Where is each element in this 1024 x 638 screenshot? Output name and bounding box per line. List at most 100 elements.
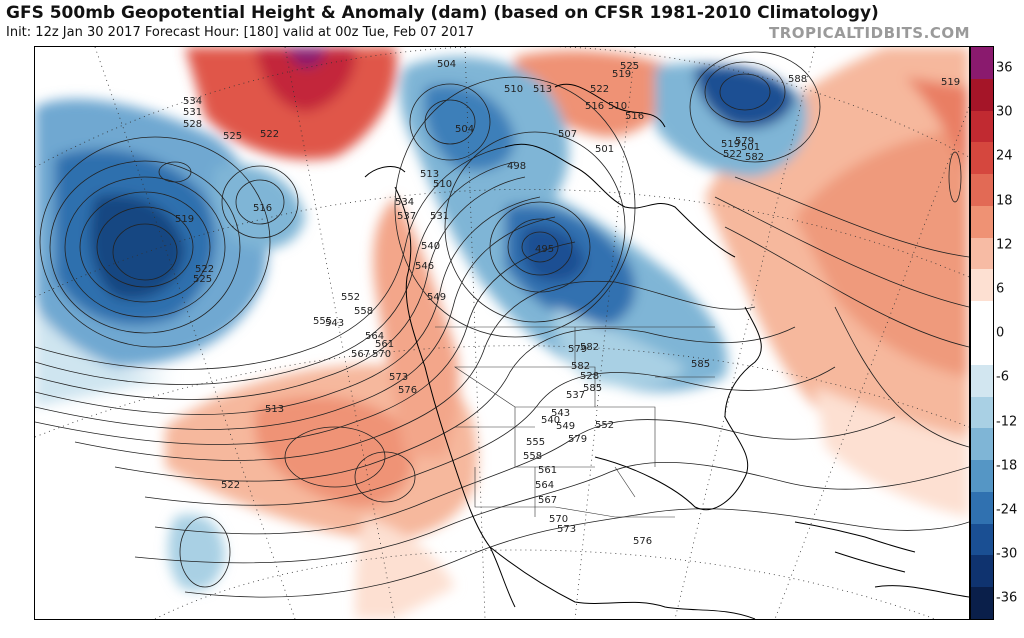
contour-label: 501 — [741, 142, 760, 153]
colorbar-segment — [971, 396, 993, 429]
contour-label: 558 — [523, 451, 542, 462]
colorbar-tick-label: 0 — [996, 325, 1005, 341]
colorbar-segment — [971, 47, 993, 80]
contour-label: 582 — [745, 152, 764, 163]
colorbar-tick-label: 30 — [996, 104, 1013, 120]
contour-label: 522 — [260, 129, 279, 140]
brand-watermark: TROPICALTIDBITS.COM — [769, 24, 970, 42]
contour-label: 516 — [585, 101, 604, 112]
contour-label: 546 — [415, 261, 434, 272]
colorbar-segment — [971, 555, 993, 588]
contour-label: 567 — [351, 349, 370, 360]
page-title: GFS 500mb Geopotential Height & Anomaly … — [6, 3, 879, 23]
contour-label: 525 — [223, 131, 242, 142]
contour-label: 549 — [556, 421, 575, 432]
contour-label: 531 — [430, 211, 449, 222]
contour-label: 576 — [633, 536, 652, 547]
contour-label: 561 — [375, 339, 394, 350]
contour-label: 510 — [504, 84, 523, 95]
contour-label: 528 — [580, 371, 599, 382]
contour-label: 513 — [420, 169, 439, 180]
anomaly-shading — [35, 47, 969, 619]
contour-label: 579 — [735, 136, 754, 147]
contour-label: 531 — [183, 107, 202, 118]
contour-label: 585 — [583, 383, 602, 394]
contour-label: 534 — [183, 96, 202, 107]
colorbar-segment — [971, 333, 993, 366]
colorbar-segment — [971, 587, 993, 620]
contour-label: 561 — [538, 465, 557, 476]
contour-label: 540 — [421, 241, 440, 252]
contour-label: 498 — [507, 161, 526, 172]
colorbar-tick-label: -36 — [996, 590, 1018, 606]
contour-label: 528 — [183, 119, 202, 130]
contour-label: 522 — [221, 480, 240, 491]
contour-label: 579 — [568, 344, 587, 355]
colorbar-tick-label: 6 — [996, 281, 1005, 297]
colorbar-segment — [971, 237, 993, 270]
colorbar-segment — [971, 269, 993, 302]
contour-label: 567 — [538, 495, 557, 506]
political-borders — [435, 326, 715, 518]
contour-label: 519 — [175, 214, 194, 225]
colorbar-tick-label: -18 — [996, 458, 1018, 474]
contour-label: 543 — [325, 318, 344, 329]
contour-label: 507 — [558, 129, 577, 140]
colorbar-tick-label: 36 — [996, 60, 1013, 76]
colorbar-segment — [971, 142, 993, 175]
contour-label: 495 — [535, 244, 554, 255]
colorbar-tick-label: -6 — [996, 369, 1009, 385]
colorbar-segment — [971, 78, 993, 112]
contour-label: 516 — [625, 111, 644, 122]
colorbar-segment — [971, 110, 993, 143]
colorbar-tick-label: -30 — [996, 546, 1018, 562]
colorbar-labels: 36 30 24 18 12 6 0 -6 -12 -18 -24 -30 -36 — [994, 46, 1024, 618]
init-valid-info: Init: 12z Jan 30 2017 Forecast Hour: [18… — [6, 25, 475, 40]
contour-label: 570 — [549, 514, 568, 525]
contour-label: 501 — [595, 144, 614, 155]
contour-label: 576 — [398, 385, 417, 396]
contour-label: 516 — [253, 203, 272, 214]
contour-label: 570 — [372, 349, 391, 360]
contour-label: 555 — [526, 437, 545, 448]
contour-label: 573 — [389, 372, 408, 383]
contour-label: 585 — [691, 359, 710, 370]
contour-label: 537 — [397, 211, 416, 222]
contour-label: 522 — [723, 149, 742, 160]
coastlines — [364, 83, 969, 619]
colorbar-tick-label: 24 — [996, 148, 1013, 164]
contour-label: 522 — [590, 84, 609, 95]
contour-label: 582 — [571, 361, 590, 372]
contour-label: 579 — [568, 434, 587, 445]
contour-label: 555 — [313, 316, 332, 327]
colorbar-segment — [971, 205, 993, 239]
colorbar-segment — [971, 523, 993, 556]
contour-label: 510 — [608, 101, 627, 112]
colorbar-segment — [971, 491, 993, 525]
colorbar-tick-label: -24 — [996, 502, 1018, 518]
contour-label: 552 — [341, 292, 360, 303]
contour-label: 588 — [788, 74, 807, 85]
colorbar-segment — [971, 428, 993, 461]
contour-label: 504 — [437, 59, 456, 70]
contour-label: 522 — [195, 264, 214, 275]
contour-label: 552 — [595, 420, 614, 431]
colorbar-tick-label: 12 — [996, 237, 1013, 253]
contour-label: 543 — [551, 408, 570, 419]
height-contours — [35, 51, 969, 598]
contour-label: 564 — [535, 480, 554, 491]
contour-label: 582 — [580, 342, 599, 353]
colorbar-segment — [971, 364, 993, 398]
colorbar-segment — [971, 301, 993, 334]
contour-label: 549 — [427, 292, 446, 303]
colorbar-segment — [971, 460, 993, 493]
contour-label: 519 — [941, 77, 960, 88]
anomaly-map: 534 531 528 525 522 519 516 525 522 513 510 504 507 5… — [34, 46, 970, 620]
contour-label: 519 — [612, 69, 631, 80]
colorbar-tick-label: -12 — [996, 414, 1018, 430]
graticule — [35, 47, 969, 619]
contour-label: 504 — [455, 124, 474, 135]
contour-label: 540 — [541, 415, 560, 426]
